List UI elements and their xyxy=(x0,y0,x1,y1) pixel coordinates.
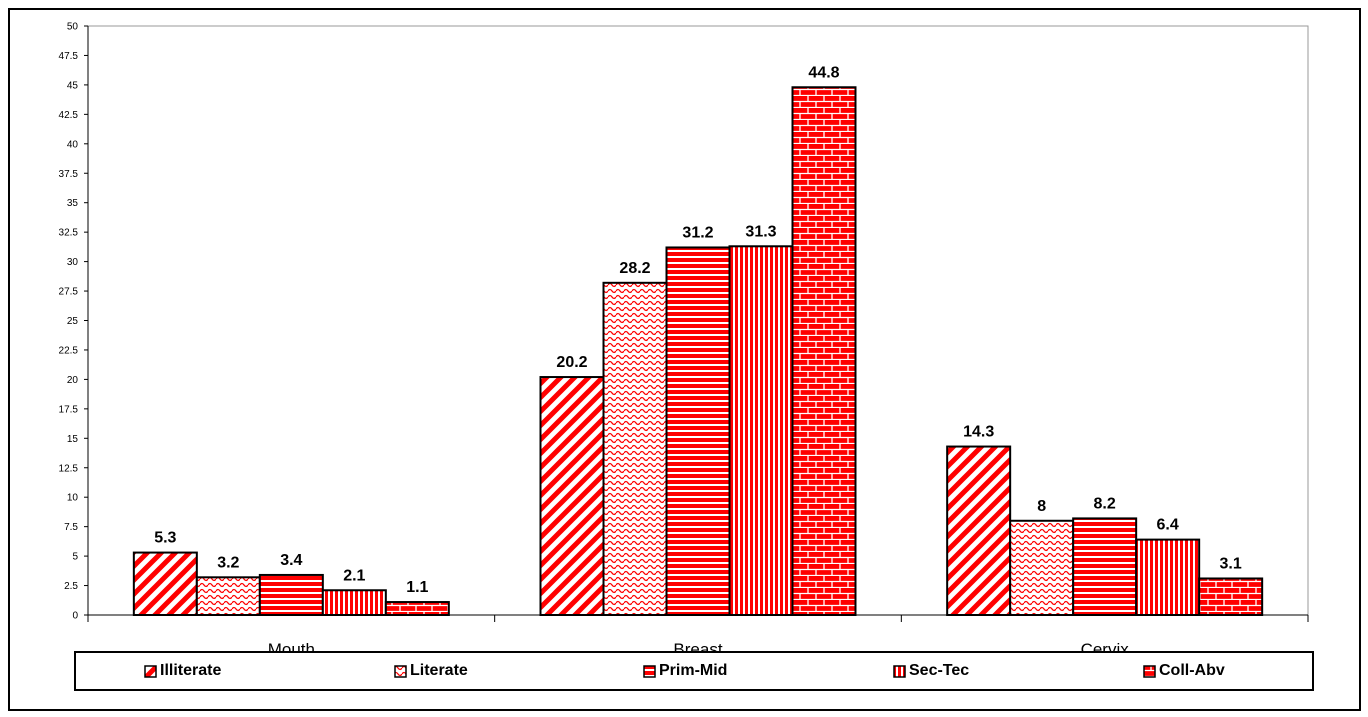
y-tick-label: 47.5 xyxy=(59,51,79,62)
y-tick-label: 27.5 xyxy=(59,287,79,298)
legend-item-literate: Literate xyxy=(394,653,468,689)
y-tick-label: 50 xyxy=(67,22,79,33)
legend-swatch-waves xyxy=(394,664,407,678)
legend-swatch-vertical-stripes xyxy=(893,664,906,678)
data-label: 3.2 xyxy=(217,554,239,571)
data-label: 28.2 xyxy=(619,260,650,277)
bar-breast-prim-mid xyxy=(665,246,731,617)
legend: Illiterate Literate Prim-Mid Sec-Tec Coll-Ab… xyxy=(74,651,1314,691)
bar-cervix-literate xyxy=(1009,519,1075,617)
y-tick-label: 12.5 xyxy=(59,463,79,474)
data-label: 3.1 xyxy=(1220,555,1242,572)
y-tick-label: 35 xyxy=(67,198,79,209)
legend-swatch-bricks xyxy=(1143,664,1156,678)
bar-mouth-literate xyxy=(195,576,261,617)
y-tick-label: 7.5 xyxy=(64,522,78,533)
bar-cervix-sec-tec xyxy=(1135,538,1201,616)
bar-cervix-illiterate xyxy=(946,445,1012,616)
legend-label: Sec-Tec xyxy=(909,662,970,679)
bar-breast-literate xyxy=(602,281,668,616)
y-tick-label: 37.5 xyxy=(59,169,79,180)
y-tick-label: 0 xyxy=(72,611,78,622)
legend-item-sec-tec: Sec-Tec xyxy=(893,653,969,689)
data-label: 14.3 xyxy=(963,424,994,441)
bar-mouth-sec-tec xyxy=(321,589,387,617)
y-tick-label: 17.5 xyxy=(59,404,79,415)
data-label: 20.2 xyxy=(556,354,587,371)
data-label: 2.1 xyxy=(343,567,365,584)
y-tick-label: 32.5 xyxy=(59,228,79,239)
legend-swatch-horizontal-stripes xyxy=(643,664,656,678)
y-tick-label: 15 xyxy=(67,434,79,445)
legend-item-prim-mid: Prim-Mid xyxy=(643,653,727,689)
chart-frame xyxy=(8,8,1361,711)
bar-cervix-prim-mid xyxy=(1072,517,1138,616)
bar-cervix-coll-abv xyxy=(1198,577,1264,616)
bar-mouth-illiterate xyxy=(132,551,198,616)
y-tick-label: 40 xyxy=(67,139,79,150)
data-label: 31.3 xyxy=(745,223,776,240)
legend-label: Prim-Mid xyxy=(659,662,728,679)
y-tick-label: 10 xyxy=(67,493,79,504)
y-tick-label: 45 xyxy=(67,80,79,91)
bar-breast-illiterate xyxy=(539,376,605,616)
data-label: 8 xyxy=(1037,498,1046,515)
y-tick-label: 20 xyxy=(67,375,79,386)
bar-mouth-coll-abv xyxy=(384,601,450,616)
legend-label: Coll-Abv xyxy=(1159,662,1225,679)
legend-swatch-diagonal-stripes xyxy=(144,664,157,678)
legend-item-coll-abv: Coll-Abv xyxy=(1143,653,1225,689)
data-label: 6.4 xyxy=(1157,517,1179,534)
data-label: 5.3 xyxy=(154,530,176,547)
data-label: 1.1 xyxy=(406,579,428,596)
y-tick-label: 22.5 xyxy=(59,345,79,356)
y-tick-label: 25 xyxy=(67,316,79,327)
y-tick-label: 30 xyxy=(67,257,79,268)
data-label: 44.8 xyxy=(808,64,839,81)
data-label: 3.4 xyxy=(280,552,302,569)
legend-item-illiterate: Illiterate xyxy=(144,653,221,689)
bar-breast-coll-abv xyxy=(791,86,857,617)
y-tick-label: 42.5 xyxy=(59,110,79,121)
data-label: 8.2 xyxy=(1094,495,1116,512)
legend-label: Literate xyxy=(410,662,468,679)
data-label: 31.2 xyxy=(682,224,713,241)
bar-mouth-prim-mid xyxy=(258,573,324,616)
y-tick-label: 5 xyxy=(72,552,78,563)
bar-breast-sec-tec xyxy=(728,245,794,616)
legend-label: Illiterate xyxy=(160,662,222,679)
y-tick-label: 2.5 xyxy=(64,581,78,592)
